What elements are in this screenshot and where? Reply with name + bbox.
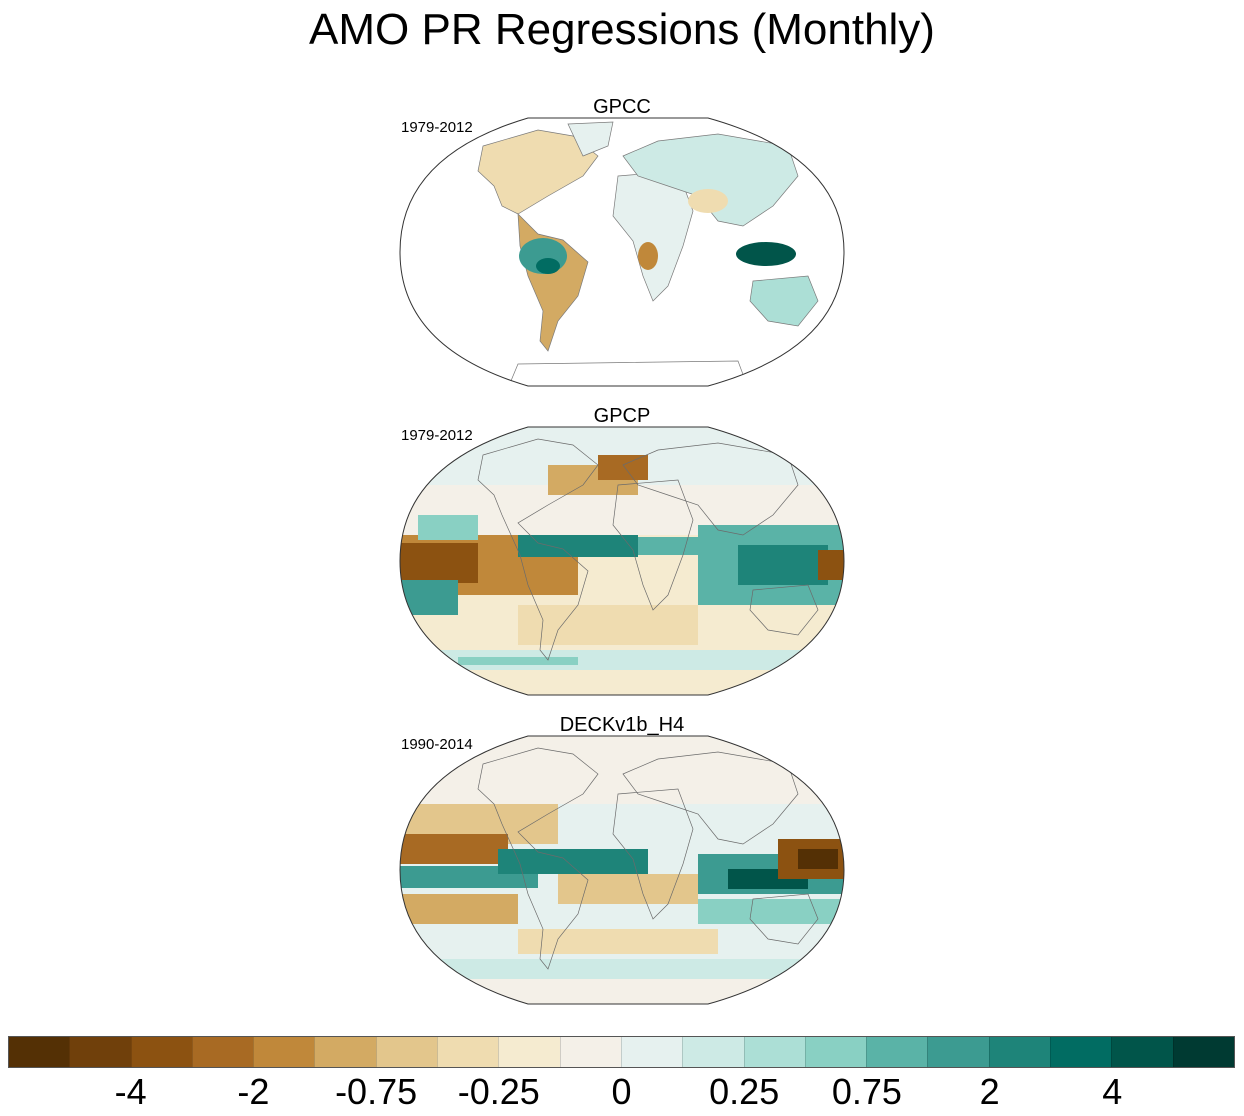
- colorbar-segment: [130, 1037, 192, 1067]
- colorbar-tick-label: 0: [611, 1071, 632, 1112]
- coast-americas: [477, 747, 599, 970]
- colorbar-segment: [743, 1037, 805, 1067]
- coast-africa: [612, 479, 694, 611]
- colorbar-segment: [804, 1037, 867, 1067]
- map-deck: [399, 735, 845, 1005]
- colorbar-segment: [1050, 1037, 1112, 1067]
- land-eurasia: [622, 133, 799, 227]
- colorbar-tick-label: 2: [979, 1071, 1000, 1112]
- colorbar-segment: [9, 1037, 70, 1067]
- colorbar-tick-label: 0.75: [831, 1071, 902, 1112]
- land-antarctica: [507, 360, 749, 386]
- panel-period-gpcc: 1979-2012: [401, 119, 473, 136]
- panel-period-deck: 1990-2014: [401, 736, 473, 753]
- map-gpcc: [399, 117, 845, 387]
- land-australia: [749, 275, 819, 327]
- colorbar-tick-label: 4: [1102, 1071, 1123, 1112]
- panel-period-gpcp: 1979-2012: [401, 427, 473, 444]
- colorbar-segment: [866, 1037, 928, 1067]
- land-maritime-continent: [736, 242, 796, 266]
- colorbar-segment: [988, 1037, 1051, 1067]
- colorbar: [8, 1036, 1235, 1068]
- colorbar-segment: [1111, 1037, 1173, 1067]
- coast-africa: [612, 788, 694, 920]
- colorbar-segment: [191, 1037, 254, 1067]
- colorbar-segment: [375, 1037, 438, 1067]
- colorbar-segment: [69, 1037, 131, 1067]
- figure-title: AMO PR Regressions (Monthly): [309, 5, 935, 54]
- coast-eurasia: [622, 751, 799, 845]
- colorbar-segment: [927, 1037, 989, 1067]
- colorbar-segment: [620, 1037, 683, 1067]
- colorbar-tick-label: -0.25: [457, 1071, 540, 1112]
- colorbar-tick-label: -0.75: [335, 1071, 418, 1112]
- land-north-america: [477, 129, 599, 215]
- coast-americas: [477, 438, 599, 661]
- colorbar-segment: [559, 1037, 621, 1067]
- panel-title-deck: DECKv1b_H4: [559, 714, 685, 736]
- colorbar-segment: [682, 1037, 744, 1067]
- coast-eurasia: [622, 442, 799, 536]
- map-gpcp: [399, 426, 845, 696]
- colorbar-segment: [314, 1037, 376, 1067]
- coast-australia: [749, 584, 819, 636]
- colorbar-tick-label: -2: [237, 1071, 270, 1112]
- panel-title-gpcp: GPCP: [593, 405, 651, 427]
- land-greenland: [567, 121, 614, 157]
- colorbar-tick-label: -4: [114, 1071, 147, 1112]
- panel-title-gpcc: GPCC: [593, 96, 651, 118]
- colorbar-segment: [498, 1037, 560, 1067]
- colorbar-segment: [437, 1037, 499, 1067]
- colorbar-tick-label: 0.25: [709, 1071, 780, 1112]
- colorbar-segment: [253, 1037, 315, 1067]
- coast-australia: [749, 893, 819, 945]
- colorbar-segment: [1172, 1037, 1234, 1067]
